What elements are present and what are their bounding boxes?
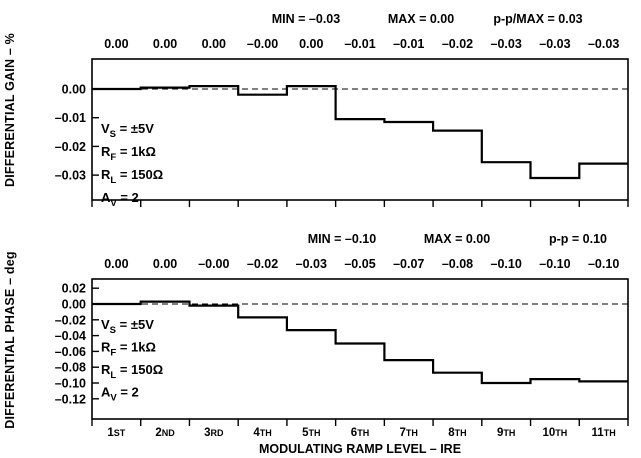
category-value-label: –0.03 bbox=[296, 257, 327, 271]
y-tick-label: –0.10 bbox=[55, 377, 86, 391]
x-category-label: 7TH bbox=[400, 427, 418, 439]
category-value-label: –0.10 bbox=[491, 257, 522, 271]
category-value-label: –0.02 bbox=[247, 257, 278, 271]
category-value-label: 0.00 bbox=[299, 37, 323, 51]
plot-frame bbox=[91, 58, 629, 201]
series-step-line bbox=[92, 85, 628, 180]
category-value-label: –0.03 bbox=[491, 37, 522, 51]
x-category-label: 3RD bbox=[204, 427, 224, 439]
condition-annotation: AV = 2 bbox=[101, 385, 139, 404]
x-category-label: 10TH bbox=[543, 427, 568, 439]
y-tick-label: –0.02 bbox=[55, 313, 86, 327]
summary-label: p-p = 0.10 bbox=[549, 232, 607, 246]
y-tick-label: –0.03 bbox=[55, 169, 86, 183]
y-tick-label: –0.08 bbox=[55, 361, 86, 375]
x-category-label: 6TH bbox=[351, 427, 369, 439]
category-value-label: 0.00 bbox=[153, 37, 177, 51]
category-value-label: –0.08 bbox=[442, 257, 473, 271]
condition-annotation: VS = ±5V bbox=[101, 121, 154, 140]
category-value-label: 0.00 bbox=[104, 37, 128, 51]
panel-2: 0.020.00–0.02–0.04–0.06–0.08–0.10–0.120.… bbox=[3, 232, 629, 456]
x-category-label: 4TH bbox=[253, 427, 271, 439]
x-category-label: 2ND bbox=[155, 427, 175, 439]
condition-annotation: AV = 2 bbox=[101, 190, 139, 209]
y-tick-label: –0.06 bbox=[55, 345, 86, 359]
summary-label: MAX = 0.00 bbox=[424, 232, 490, 246]
category-value-label: –0.01 bbox=[393, 37, 424, 51]
category-value-label: –0.02 bbox=[442, 37, 473, 51]
x-category-label: 11TH bbox=[592, 427, 616, 439]
category-value-label: –0.05 bbox=[344, 257, 375, 271]
x-category-label: 8TH bbox=[448, 427, 466, 439]
summary-label: MAX = 0.00 bbox=[388, 12, 454, 26]
x-category-label: 5TH bbox=[302, 427, 320, 439]
y-tick-label: 0.02 bbox=[62, 282, 86, 296]
category-value-label: 0.00 bbox=[104, 257, 128, 271]
category-value-label: –0.10 bbox=[539, 257, 570, 271]
summary-label: p-p/MAX = 0.03 bbox=[493, 12, 582, 26]
category-value-label: 0.00 bbox=[153, 257, 177, 271]
x-category-label: 9TH bbox=[497, 427, 515, 439]
y-axis-label: DIFFERENTIAL GAIN – % bbox=[3, 33, 17, 187]
panel-1: 0.00 –0.01 –0.02 –0.03 0.00 0.00 0.00 –0.00 0.00… bbox=[3, 12, 629, 209]
y-tick-label: 0.00 bbox=[62, 298, 86, 312]
y-tick-label: –0.12 bbox=[55, 392, 86, 406]
category-value-label: 0.00 bbox=[202, 37, 226, 51]
condition-annotation: RF = 1kΩ bbox=[101, 144, 156, 163]
condition-annotation: VS = ±5V bbox=[101, 317, 154, 336]
y-tick-label: –0.04 bbox=[55, 329, 86, 343]
plot-frame bbox=[91, 278, 629, 420]
y-tick-label: –0.02 bbox=[55, 140, 86, 154]
category-value-label: –0.00 bbox=[198, 257, 229, 271]
category-value-label: –0.00 bbox=[247, 37, 278, 51]
category-value-label: –0.03 bbox=[588, 37, 619, 51]
summary-label: MIN = –0.10 bbox=[308, 232, 376, 246]
category-value-label: –0.07 bbox=[393, 257, 424, 271]
x-category-label: 1ST bbox=[107, 427, 125, 439]
category-value-label: –0.03 bbox=[539, 37, 570, 51]
y-tick-label: 0.00 bbox=[62, 83, 86, 97]
summary-label: MIN = –0.03 bbox=[272, 12, 340, 26]
series-step-line bbox=[92, 300, 628, 385]
y-tick-label: –0.01 bbox=[55, 111, 86, 125]
category-value-label: –0.10 bbox=[588, 257, 619, 271]
condition-annotation: RL = 150Ω bbox=[101, 167, 163, 186]
condition-annotation: RL = 150Ω bbox=[101, 362, 163, 381]
category-value-label: –0.01 bbox=[344, 37, 375, 51]
x-axis-label: MODULATING RAMP LEVEL – IRE bbox=[259, 442, 461, 456]
condition-annotation: RF = 1kΩ bbox=[101, 340, 156, 359]
y-axis-label: DIFFERENTIAL PHASE – deg bbox=[3, 251, 17, 429]
